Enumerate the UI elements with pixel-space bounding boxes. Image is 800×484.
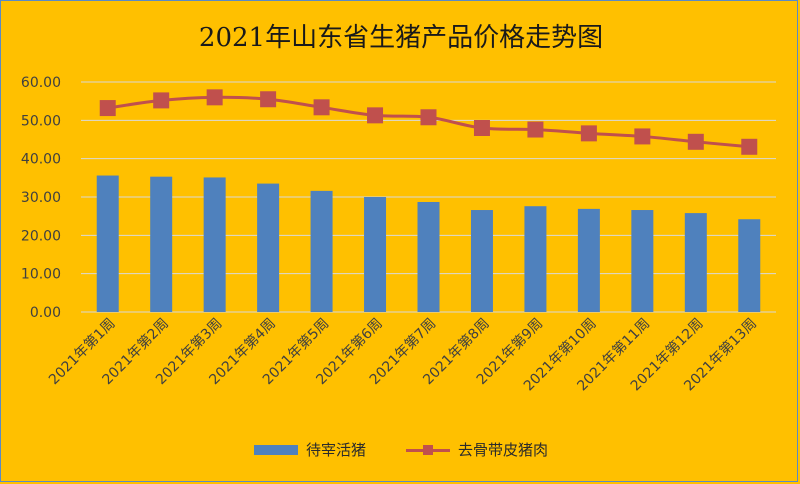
line-marker — [367, 107, 384, 124]
bar — [96, 175, 119, 312]
line-marker — [687, 133, 704, 150]
y-tick-label: 60.00 — [21, 75, 61, 91]
chart-canvas: 0.0010.0020.0030.0040.0050.0060.002021年第… — [21, 75, 776, 394]
line-marker — [313, 99, 330, 116]
legend-swatch-bar — [253, 444, 298, 455]
line-marker — [420, 109, 437, 126]
bar — [364, 197, 387, 312]
y-tick-label: 40.00 — [21, 152, 61, 168]
legend: 待宰活猪 去骨带皮猪肉 — [1, 439, 800, 460]
line-marker — [153, 92, 170, 109]
bar — [631, 210, 654, 312]
line-marker — [580, 125, 597, 142]
y-tick-label: 20.00 — [21, 228, 61, 244]
line-marker — [527, 121, 544, 138]
line-marker — [634, 128, 651, 145]
bar — [738, 219, 761, 312]
legend-item-bar: 待宰活猪 — [253, 439, 366, 460]
bar — [577, 208, 600, 312]
y-tick-label: 50.00 — [21, 113, 61, 129]
bar — [524, 206, 547, 312]
chart-title: 2021年山东省生猪产品价格走势图 — [198, 23, 604, 53]
bar — [257, 183, 280, 312]
y-tick-label: 10.00 — [21, 267, 61, 283]
bar — [150, 176, 173, 312]
legend-swatch-line — [406, 444, 450, 456]
bar — [310, 190, 333, 312]
line-marker — [741, 138, 758, 155]
line-marker — [473, 120, 490, 136]
y-tick-label: 30.00 — [21, 190, 61, 206]
legend-label-bar: 待宰活猪 — [305, 441, 366, 459]
legend-item-line: 去骨带皮猪肉 — [406, 439, 548, 460]
y-tick-label: 0.00 — [30, 305, 61, 321]
legend-label-line: 去骨带皮猪肉 — [458, 441, 549, 459]
bar — [203, 177, 226, 312]
bar — [417, 201, 440, 312]
bar — [684, 213, 707, 312]
line-marker — [260, 91, 277, 108]
line-marker — [206, 89, 223, 106]
line-marker — [99, 100, 116, 117]
bar — [470, 210, 493, 312]
